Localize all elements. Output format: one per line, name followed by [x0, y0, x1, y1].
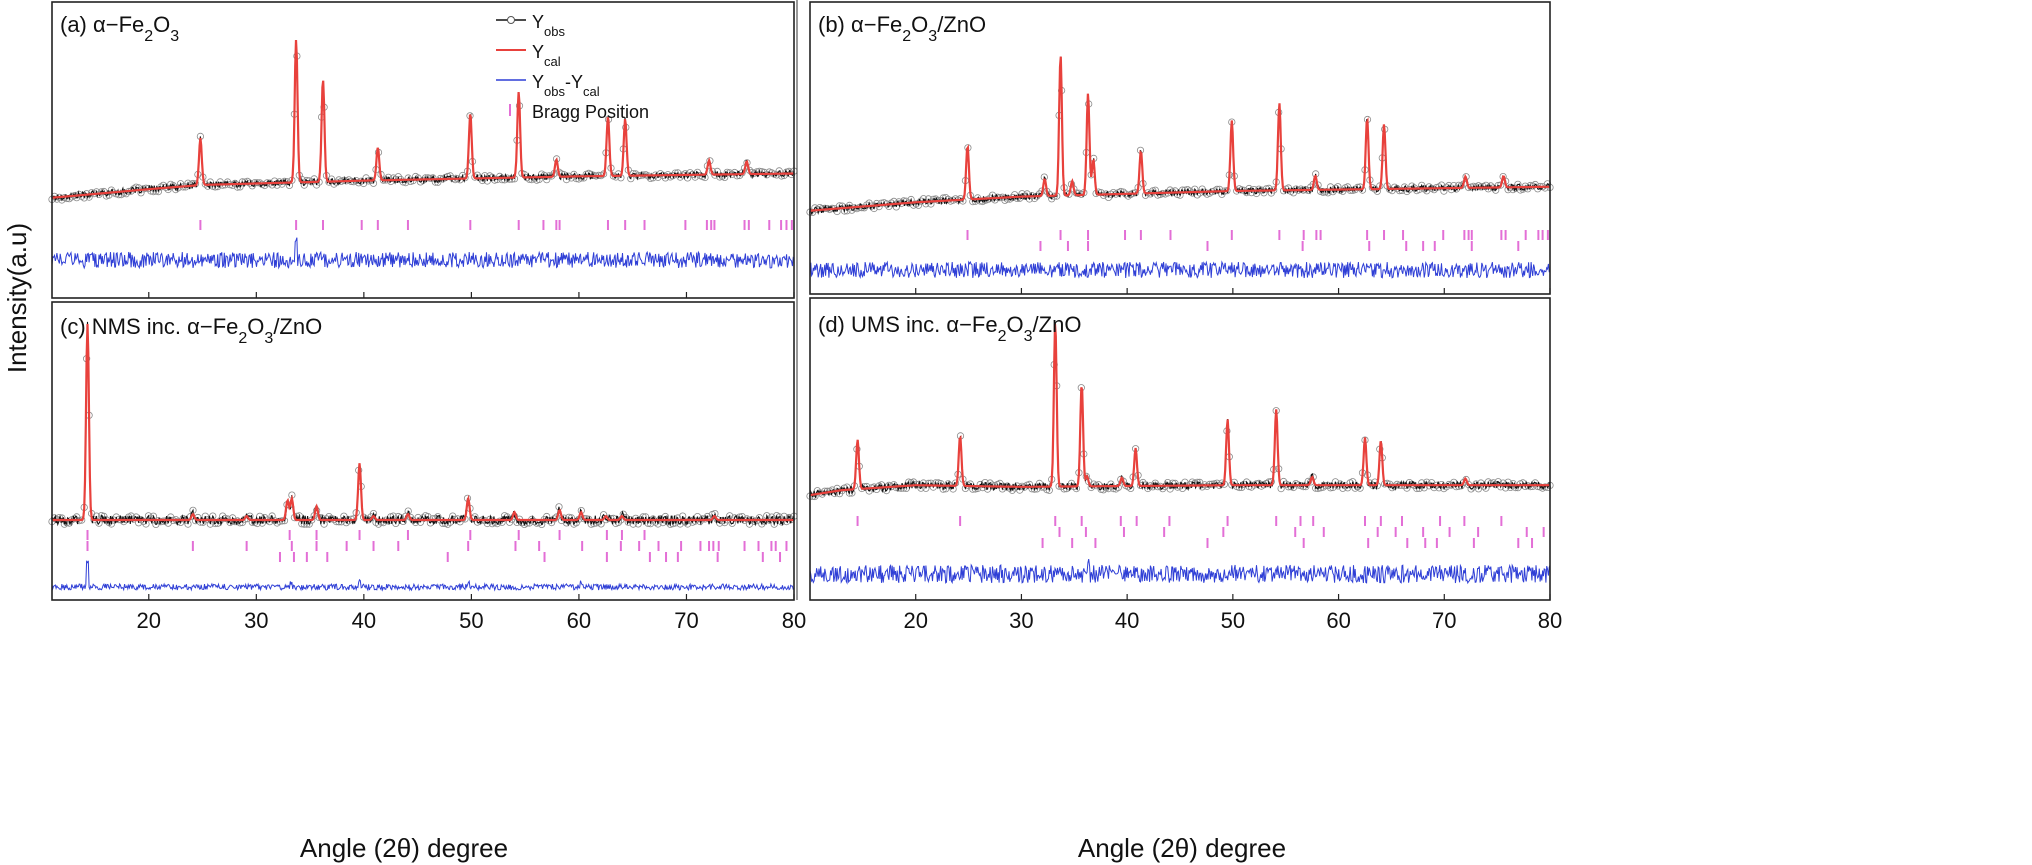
x-tick-label-c-4: 60: [567, 608, 591, 633]
observed-point-a: [429, 174, 437, 182]
calculated-series-c: [52, 323, 794, 522]
observed-point-a: [525, 175, 534, 183]
observed-point-a: [498, 176, 506, 184]
x-tick-label-c-1: 30: [244, 608, 268, 633]
observed-point-c: [567, 514, 576, 522]
panel-a-frame: [51, 1, 795, 299]
difference-series-d: [809, 558, 1551, 585]
x-tick-label-c-3: 50: [459, 608, 483, 633]
observed-point-a: [424, 174, 432, 182]
panel-title-c: (c) NMS inc. α−Fe2O3/ZnO: [60, 314, 322, 347]
panel-d: 20 30 40 50 60 70 80 (d) UMS inc. α−Fe2O3/ZnO: [806, 297, 1562, 633]
panel-c-frame: [51, 301, 795, 601]
difference-series-c: [51, 560, 795, 592]
panel-b: (b) α−Fe2O3/ZnO: [806, 1, 1554, 295]
observed-point-d: [944, 480, 952, 488]
y-axis-label: Intensity(a.u): [2, 223, 32, 373]
observed-point-a: [204, 182, 212, 190]
observed-point-b: [1395, 187, 1404, 195]
legend-label-diff: Yobs-Ycal: [532, 72, 600, 99]
x-tick-label-d-2: 40: [1115, 608, 1139, 633]
x-tick-label-d-1: 30: [1009, 608, 1033, 633]
observed-point-b: [1243, 189, 1251, 197]
x-axis-label-right: Angle (2θ) degree: [1078, 833, 1286, 863]
x-tick-label-c-2: 40: [352, 608, 376, 633]
panel-d-frame: [809, 297, 1551, 601]
difference-series-b: [809, 260, 1550, 280]
observed-point-d: [1284, 483, 1293, 491]
observed-point-d: [895, 484, 903, 492]
panel-title-d: (d) UMS inc. α−Fe2O3/ZnO: [818, 312, 1081, 345]
x-tick-label-d-0: 20: [903, 608, 927, 633]
x-tick-label-d-4: 60: [1326, 608, 1350, 633]
observed-point-c: [468, 515, 477, 523]
observed-series-b: [809, 56, 1551, 215]
panel-title-a: (a) α−Fe2O3: [60, 12, 179, 45]
calculated-series-d: [809, 323, 1550, 497]
observed-point-b: [1016, 194, 1024, 202]
observed-point-a: [191, 180, 200, 188]
panel-c: 20 30 40 50 60 70 80 (c) NMS inc. α−Fe2O3/ZnO: [48, 301, 806, 633]
observed-point-d: [1028, 485, 1036, 493]
x-tick-label-d-3: 50: [1221, 608, 1245, 633]
x-tick-label-c-0: 20: [137, 608, 161, 633]
legend-label-bragg: Bragg Position: [532, 102, 649, 122]
observed-point-a: [599, 170, 608, 178]
observed-point-c: [70, 515, 78, 523]
legend-label-yobs: Yobs: [532, 12, 565, 39]
observed-point-a: [147, 187, 155, 195]
x-tick-label-c-6: 80: [782, 608, 806, 633]
observed-point-a: [570, 170, 578, 178]
x-tick-label-d-6: 80: [1538, 608, 1562, 633]
observed-point-a: [97, 188, 106, 196]
calculated-series-a: [52, 39, 794, 199]
x-tick-label-d-5: 70: [1432, 608, 1456, 633]
difference-series-a: [51, 237, 795, 270]
observed-point-b: [1497, 181, 1505, 189]
observed-point-a: [505, 175, 514, 183]
observed-point-d: [1526, 482, 1534, 491]
legend-marker-yobs: [507, 16, 515, 24]
observed-point-b: [1119, 188, 1127, 196]
legend-label-ycal: Ycal: [532, 42, 561, 69]
panel-b-frame: [809, 1, 1551, 295]
observed-point-c: [335, 518, 343, 526]
legend: Yobs Ycal Yobs-Ycal Bragg Position: [496, 12, 649, 122]
observed-point-d: [988, 481, 997, 489]
panel-title-b: (b) α−Fe2O3/ZnO: [818, 12, 986, 45]
x-axis-label-left: Angle (2θ) degree: [300, 833, 508, 863]
panel-a: (a) α−Fe2O3: [48, 1, 798, 299]
calculated-series-b: [810, 56, 1550, 212]
x-tick-label-c-5: 70: [674, 608, 698, 633]
observed-point-a: [671, 169, 679, 177]
observed-point-d: [1198, 483, 1206, 491]
